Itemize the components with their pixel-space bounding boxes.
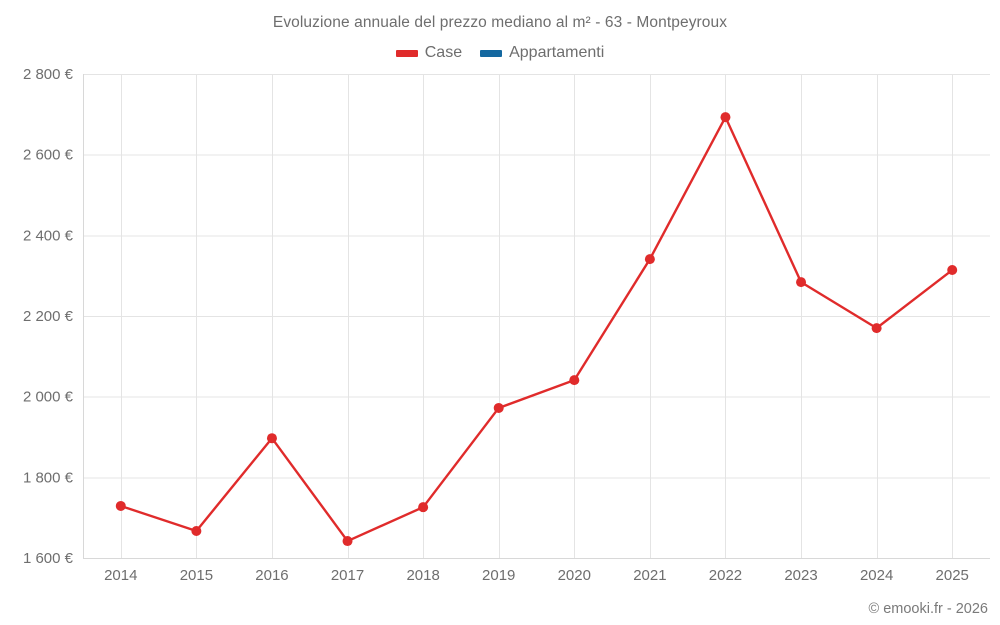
y-axis-tick-label: 1 600 € — [23, 550, 74, 567]
data-point[interactable] — [796, 277, 807, 288]
chart-legend: Case Appartamenti — [0, 44, 1000, 62]
x-axis-tick-label: 2019 — [482, 567, 515, 584]
data-point[interactable] — [342, 536, 353, 547]
legend-label-appartamenti: Appartamenti — [509, 44, 605, 61]
legend-swatch-appartamenti — [480, 49, 503, 57]
legend-swatch-case — [395, 49, 418, 57]
y-axis-tick-label: 2 000 € — [23, 389, 74, 406]
legend-item-appartamenti[interactable]: Appartamenti — [480, 44, 604, 62]
data-point[interactable] — [569, 375, 580, 386]
x-axis-tick-label: 2022 — [709, 567, 742, 584]
data-point[interactable] — [115, 500, 126, 511]
series-line-case — [119, 115, 954, 543]
data-point[interactable] — [947, 265, 958, 276]
data-point[interactable] — [418, 502, 429, 513]
x-axis-tick-label: 2021 — [633, 567, 666, 584]
data-point[interactable] — [493, 402, 504, 413]
data-point[interactable] — [720, 112, 731, 123]
chart-title: Evoluzione annuale del prezzo mediano al… — [272, 14, 728, 31]
x-axis-tick-label: 2014 — [104, 567, 137, 584]
x-axis-tick-label: 2018 — [406, 567, 439, 584]
copyright-credit: © emooki.fr - 2026 — [868, 601, 988, 617]
y-axis-tick-label: 2 400 € — [23, 227, 74, 244]
y-axis-tick-label: 2 800 € — [23, 66, 74, 83]
data-point[interactable] — [644, 254, 655, 265]
legend-item-case[interactable]: Case — [395, 44, 463, 62]
legend-label-case: Case — [424, 44, 463, 61]
x-axis-tick-label: 2023 — [784, 567, 817, 584]
x-axis-tick-label: 2016 — [255, 567, 288, 584]
x-axis-tick-label: 2020 — [558, 567, 591, 584]
data-point[interactable] — [871, 323, 882, 334]
data-point[interactable] — [191, 525, 202, 536]
x-axis-tick-label: 2025 — [936, 567, 969, 584]
y-axis-tick-label: 2 200 € — [23, 308, 74, 325]
x-axis-tick-label: 2024 — [860, 567, 893, 584]
x-axis-tick-label: 2015 — [180, 567, 213, 584]
data-point[interactable] — [266, 433, 277, 444]
x-axis-tick-label: 2017 — [331, 567, 364, 584]
y-axis-tick-label: 1 800 € — [23, 469, 74, 486]
y-axis-tick-label: 2 600 € — [23, 147, 74, 164]
